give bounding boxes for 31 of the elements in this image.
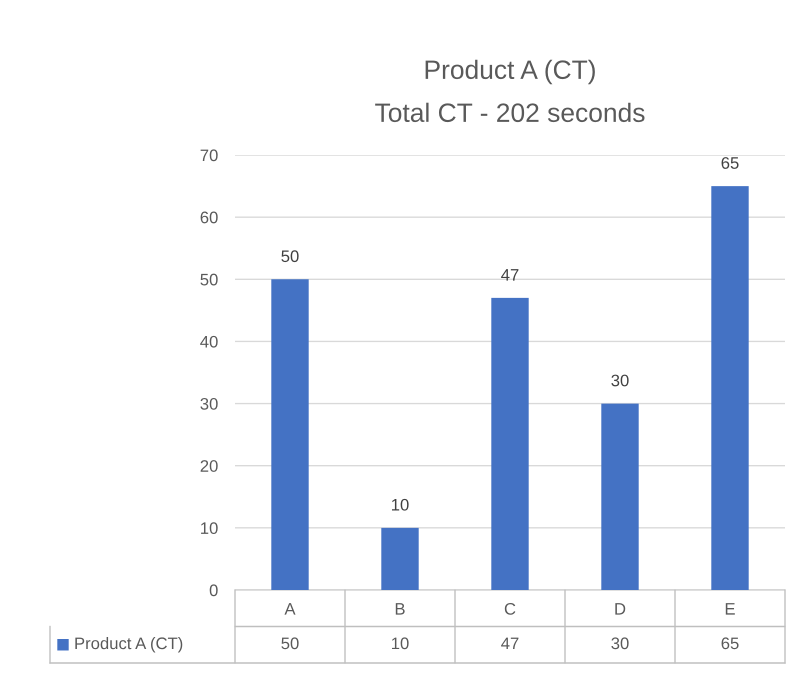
y-tick-label: 0 <box>210 584 218 596</box>
chart-title: Product A (CT) <box>426 60 595 84</box>
text: 10 <box>392 637 409 650</box>
data-label: 50 <box>281 250 299 262</box>
bar <box>601 404 639 590</box>
y-tick-label: 70 <box>200 149 218 162</box>
x-tick-label: A <box>284 603 296 615</box>
x-tick-label: C <box>504 602 516 615</box>
text: 65 <box>722 637 739 650</box>
y-tick-label: 40 <box>200 336 218 348</box>
bar <box>381 528 419 590</box>
chart-subtitle: Total CT - 202 seconds <box>375 102 644 122</box>
bar <box>491 298 529 590</box>
x-tick-label: B <box>396 603 405 615</box>
text: 50 <box>281 637 299 650</box>
y-tick-label: 30 <box>200 398 218 410</box>
y-tick-label: 20 <box>200 460 218 472</box>
x-tick-label: D <box>615 603 626 615</box>
data-label: 65 <box>722 157 739 169</box>
data-label: 30 <box>611 374 629 386</box>
y-tick-label: 60 <box>200 212 218 224</box>
bar <box>711 186 749 590</box>
data-label: 10 <box>392 498 409 511</box>
y-tick-label: 10 <box>201 522 218 534</box>
bar <box>271 279 309 590</box>
text: 30 <box>611 637 629 650</box>
y-tick-label: 50 <box>200 274 218 286</box>
x-tick-label: E <box>726 603 735 615</box>
text: 47 <box>501 638 518 650</box>
legend-label: Product A (CT) <box>75 636 182 653</box>
data-label: 47 <box>501 269 518 281</box>
